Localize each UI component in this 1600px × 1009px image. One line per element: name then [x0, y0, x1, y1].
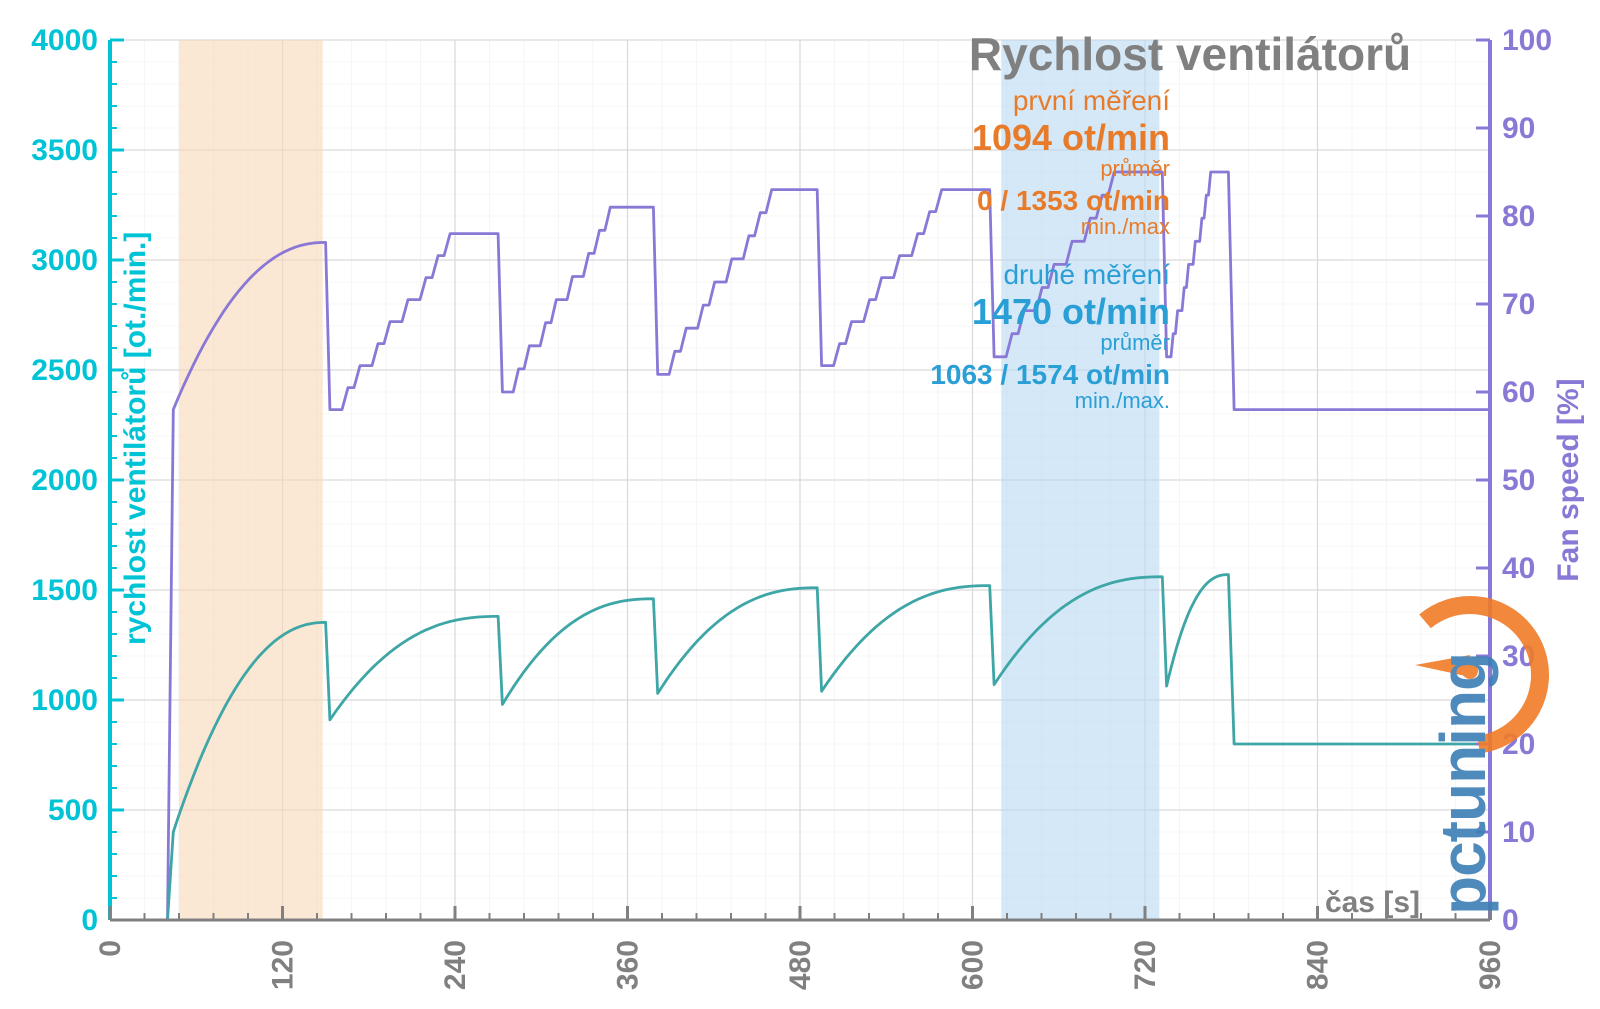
- annot-first-sub1: průměr: [1100, 156, 1170, 181]
- y1-axis-label: rychlost ventilátorů [ot./min.]: [119, 232, 152, 645]
- annot-first-sub2: min./max: [1081, 214, 1170, 239]
- y2-tick-label: 100: [1502, 24, 1552, 57]
- y1-tick-label: 2500: [31, 354, 98, 387]
- annot-second-sub1: průměr: [1100, 330, 1170, 355]
- annot-first-value: 1094 ot/min: [972, 117, 1170, 158]
- y1-tick-label: 1000: [31, 684, 98, 717]
- x-tick-label: 0: [94, 940, 127, 957]
- x-tick-label: 240: [439, 940, 472, 990]
- y2-tick-label: 0: [1502, 904, 1519, 937]
- y1-tick-label: 3000: [31, 244, 98, 277]
- x-tick-label: 360: [612, 940, 645, 990]
- y2-tick-label: 50: [1502, 464, 1535, 497]
- y1-tick-label: 3500: [31, 134, 98, 167]
- y1-tick-label: 1500: [31, 574, 98, 607]
- x-tick-label: 720: [1129, 940, 1162, 990]
- chart-title: Rychlost ventilátorů: [969, 28, 1411, 80]
- annot-second-title: druhé měření: [1003, 259, 1170, 290]
- x-tick-label: 480: [784, 940, 817, 990]
- y2-tick-label: 40: [1502, 552, 1535, 585]
- annot-first-title: první měření: [1013, 85, 1170, 116]
- y2-axis-label: Fan speed [%]: [1552, 378, 1585, 581]
- y1-tick-label: 0: [81, 904, 98, 937]
- y1-tick-label: 2000: [31, 464, 98, 497]
- y2-tick-label: 80: [1502, 200, 1535, 233]
- x-tick-label: 120: [267, 940, 300, 990]
- y1-tick-label: 500: [48, 794, 98, 827]
- annot-second-value: 1470 ot/min: [972, 291, 1170, 332]
- y1-tick-label: 4000: [31, 24, 98, 57]
- x-tick-label: 960: [1474, 940, 1507, 990]
- y2-tick-label: 70: [1502, 288, 1535, 321]
- annot-second-sub2: min./max.: [1075, 388, 1170, 413]
- annot-first-minmax: 0 / 1353 ot/min: [977, 185, 1170, 216]
- x-tick-label: 840: [1302, 940, 1335, 990]
- watermark-text: pctuning: [1427, 653, 1499, 915]
- x-axis-label: čas [s]: [1325, 886, 1420, 919]
- y2-tick-label: 90: [1502, 112, 1535, 145]
- y2-tick-label: 10: [1502, 816, 1535, 849]
- y2-tick-label: 60: [1502, 376, 1535, 409]
- chart-svg: 05001000150020002500300035004000rychlost…: [0, 0, 1600, 1009]
- annot-second-minmax: 1063 / 1574 ot/min: [930, 359, 1170, 390]
- chart-container: 05001000150020002500300035004000rychlost…: [0, 0, 1600, 1009]
- x-tick-label: 600: [957, 940, 990, 990]
